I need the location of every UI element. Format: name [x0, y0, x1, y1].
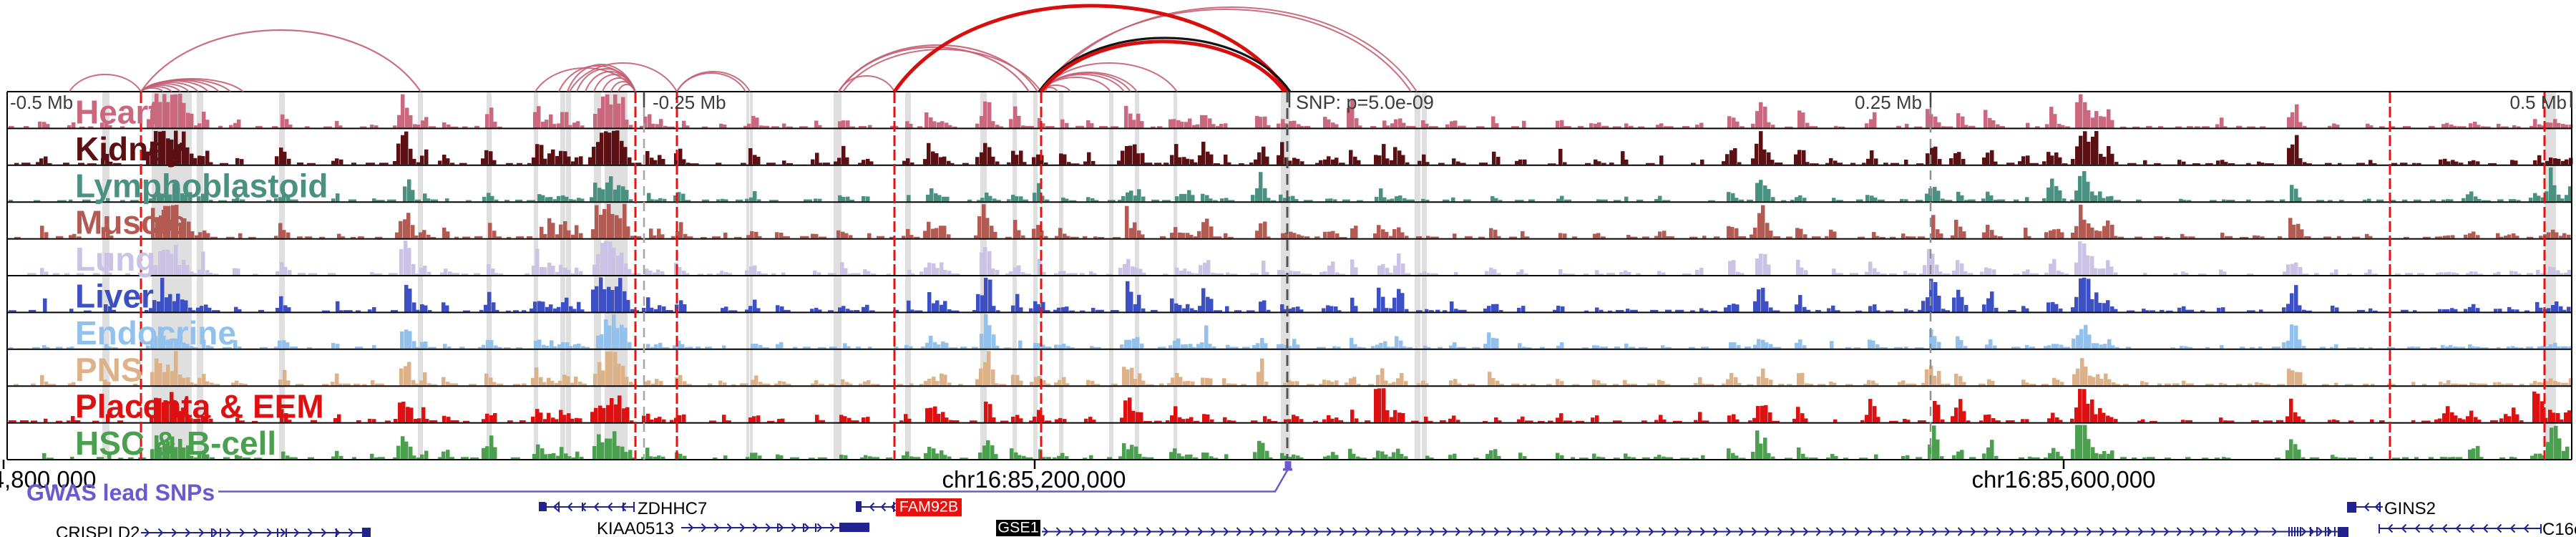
svg-text:0.5 Mb: 0.5 Mb — [2510, 92, 2567, 113]
svg-text:-0.5 Mb: -0.5 Mb — [10, 92, 73, 113]
svg-text:CRISPLD2: CRISPLD2 — [56, 523, 140, 537]
svg-text:SNP: p=5.0e-09: SNP: p=5.0e-09 — [1296, 92, 1434, 113]
svg-text:Heart: Heart — [75, 94, 160, 131]
svg-text:Placenta & EEM: Placenta & EEM — [75, 388, 324, 425]
svg-text:Muscle: Muscle — [75, 204, 187, 241]
svg-text:Endocrine: Endocrine — [75, 314, 236, 352]
svg-text:Kidney: Kidney — [75, 130, 185, 168]
svg-text:GINS2: GINS2 — [2384, 499, 2436, 518]
svg-text:-0.25 Mb: -0.25 Mb — [653, 92, 726, 113]
svg-text:chr16:85,200,000: chr16:85,200,000 — [942, 466, 1126, 493]
svg-text:FAM92B: FAM92B — [899, 498, 958, 516]
svg-text:Lung: Lung — [75, 241, 155, 278]
svg-text:ZDHHC7: ZDHHC7 — [638, 499, 707, 518]
svg-text:HSC & B-cell: HSC & B-cell — [75, 425, 276, 462]
svg-text:KIAA0513: KIAA0513 — [597, 519, 674, 537]
svg-text:GWAS lead SNPs: GWAS lead SNPs — [26, 480, 215, 505]
svg-text:0.25 Mb: 0.25 Mb — [1855, 92, 1922, 113]
svg-text:C16orf74: C16orf74 — [2542, 520, 2576, 537]
svg-text:GSE1: GSE1 — [997, 519, 1038, 536]
svg-text:chr16:84,800,000: chr16:84,800,000 — [0, 466, 96, 493]
svg-text:Liver: Liver — [75, 278, 154, 315]
svg-text:chr16:85,600,000: chr16:85,600,000 — [1972, 466, 2156, 493]
svg-text:PNS: PNS — [75, 351, 143, 388]
svg-text:Lymphoblastoid: Lymphoblastoid — [75, 167, 328, 204]
